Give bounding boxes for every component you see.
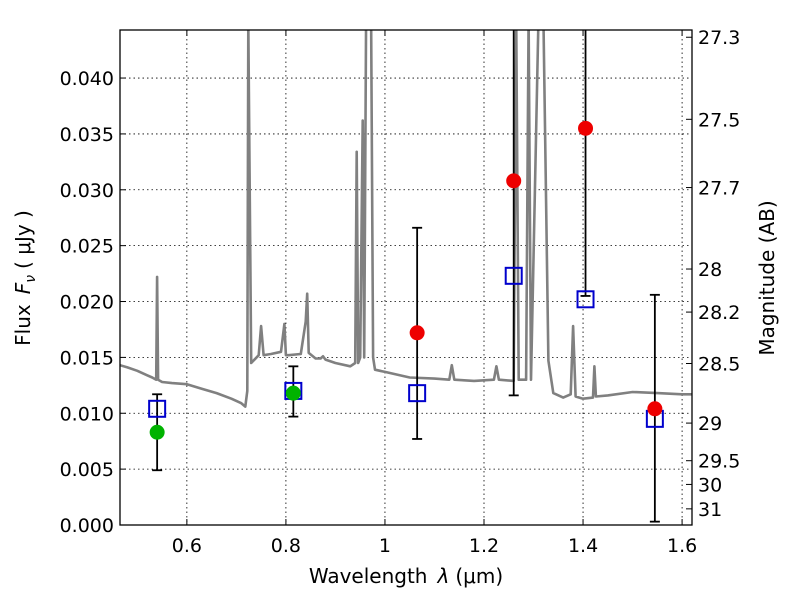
x-tick-label: 1.6 — [667, 535, 697, 557]
y-tick-label: 0.005 — [60, 459, 114, 481]
x-tick-label: 1.4 — [568, 535, 598, 557]
observed-flux-point — [506, 173, 522, 189]
y-axis-label: FluxFν( μJy ) — [11, 210, 39, 346]
error-bars — [152, 30, 660, 523]
y2-tick-label: 29.5 — [698, 451, 740, 473]
observed-flux-point — [285, 385, 301, 401]
y2-tick-label: 27.7 — [698, 178, 740, 200]
y-tick-label: 0.015 — [60, 347, 114, 369]
x-tick-label: 1 — [379, 535, 391, 557]
observed-flux-point — [149, 424, 165, 440]
x-tick-labels: 0.6 0.8 1 1.2 1.4 1.6 — [172, 535, 697, 557]
model-photometry-square — [148, 399, 167, 418]
y-tick-label: 0.040 — [60, 68, 114, 90]
y-tick-label: 0.010 — [60, 403, 114, 425]
grid-lines — [120, 30, 692, 525]
x-tick-label: 1.2 — [469, 535, 499, 557]
data-points — [148, 120, 664, 440]
spectrum-layer — [120, 30, 692, 408]
y-tick-label: 0.035 — [60, 124, 114, 146]
y-tick-label: 0.000 — [60, 515, 114, 537]
y2-tick-label: 31 — [698, 499, 722, 521]
axis-ticks — [120, 30, 692, 526]
y-tick-label: 0.020 — [60, 292, 114, 314]
x-axis-label: Wavelength λ (μm) — [309, 564, 503, 588]
y2-tick-label: 29 — [698, 413, 722, 435]
y2-tick-label: 28.5 — [698, 353, 740, 375]
y-tick-label: 0.025 — [60, 236, 114, 258]
y-tick-label: 0.030 — [60, 180, 114, 202]
y-tick-labels: 0.000 0.005 0.010 0.015 0.020 0.025 0.030 0.035… — [60, 68, 114, 537]
model-photometry-square — [504, 266, 523, 285]
plot-frame — [119, 29, 693, 526]
y2-tick-labels: 27.3 27.5 27.7 28 28.2 28.5 29 29.530 31 — [698, 27, 740, 521]
spectrum-line — [120, 30, 692, 408]
x-tick-label: 0.8 — [271, 535, 301, 557]
y2-tick-label: 27.5 — [698, 109, 740, 131]
y2-tick-label: 30 — [698, 474, 722, 496]
y2-tick-label: 28 — [698, 259, 722, 281]
x-tick-label: 0.6 — [172, 535, 202, 557]
observed-flux-point — [647, 401, 663, 417]
y2-tick-label: 28.2 — [698, 302, 740, 324]
model-photometry-square — [576, 290, 595, 309]
observed-flux-point — [578, 120, 594, 136]
y2-tick-label: 27.3 — [698, 27, 740, 49]
y2-axis-label: Magnitude (AB) — [755, 200, 779, 355]
model-photometry-square — [408, 384, 427, 403]
observed-flux-point — [409, 325, 425, 341]
